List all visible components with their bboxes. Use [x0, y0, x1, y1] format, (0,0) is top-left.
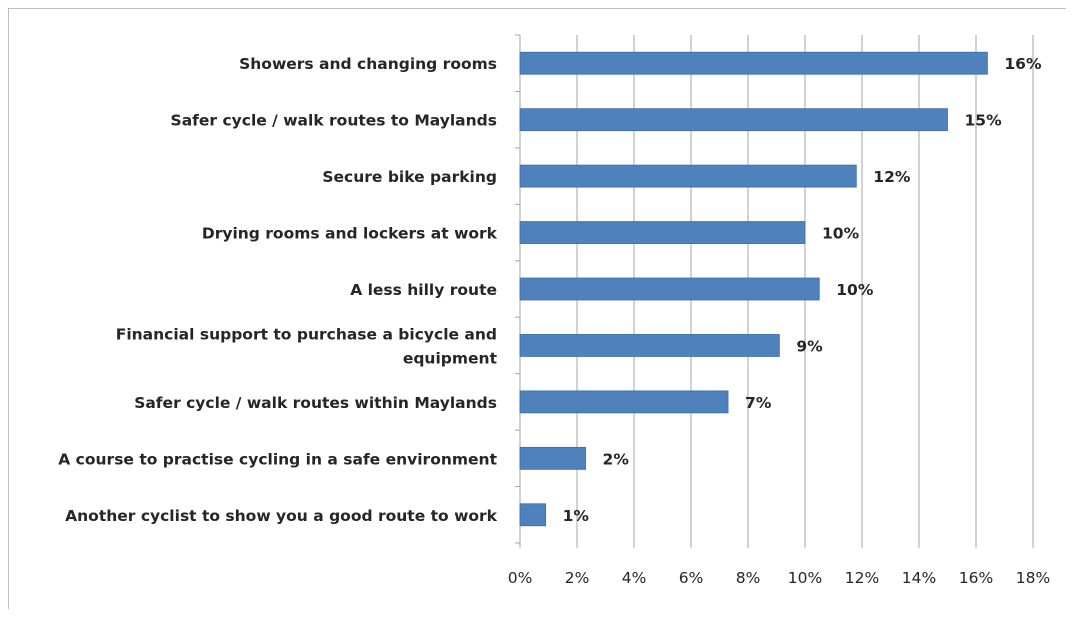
x-tick-label: 10%: [788, 569, 822, 587]
labels-layer: 0% 2% 4% 6% 8% 10% 12% 14% 16% 18% 16% Showers and …: [58, 55, 1050, 587]
x-tick-label: 18%: [1016, 569, 1050, 587]
data-label: 15%: [965, 112, 1003, 130]
category-label-line: Drying rooms and lockers at work: [202, 225, 498, 243]
bar: [519, 108, 948, 132]
x-tick-label: 2%: [565, 569, 590, 587]
category-label: A course to practise cycling in a safe e…: [58, 450, 497, 468]
category-label: Drying rooms and lockers at work: [202, 225, 498, 243]
x-tick-label: 12%: [845, 569, 879, 587]
data-label: 10%: [822, 225, 860, 243]
data-label: 9%: [796, 337, 823, 355]
data-label: 7%: [745, 394, 772, 412]
category-label-line: equipment: [403, 349, 498, 367]
data-label: 10%: [836, 281, 874, 299]
bar: [519, 446, 586, 470]
data-label: 1%: [563, 507, 590, 525]
category-label-line: Another cyclist to show you a good route…: [65, 507, 498, 525]
category-label-line: A course to practise cycling in a safe e…: [58, 450, 497, 468]
category-label: Secure bike parking: [322, 168, 497, 186]
x-tick-label: 14%: [902, 569, 936, 587]
bar: [519, 277, 820, 301]
x-tick-label: 6%: [679, 569, 704, 587]
bars-layer: [519, 51, 988, 527]
category-label-line: Financial support to purchase a bicycle …: [116, 325, 497, 343]
data-label: 2%: [603, 450, 630, 468]
x-tick-label: 16%: [959, 569, 993, 587]
category-label: Safer cycle / walk routes within Mayland…: [134, 394, 497, 412]
bar: [519, 164, 857, 188]
category-label: Another cyclist to show you a good route…: [65, 507, 498, 525]
bar: [519, 51, 988, 75]
bar: [519, 503, 547, 527]
bar: [519, 221, 806, 244]
category-label-line: Safer cycle / walk routes to Maylands: [171, 112, 497, 130]
x-tick-label: 0%: [508, 569, 533, 587]
x-tick-label: 8%: [736, 569, 761, 587]
category-label: Safer cycle / walk routes to Maylands: [171, 112, 497, 130]
category-label: A less hilly route: [350, 281, 497, 299]
category-label: Financial support to purchase a bicycle …: [116, 325, 498, 367]
chart-frame: [8, 8, 1066, 609]
x-tick-label: 4%: [622, 569, 647, 587]
data-label: 16%: [1004, 55, 1042, 73]
bar: [519, 334, 780, 357]
category-label: Showers and changing rooms: [239, 55, 497, 73]
category-label-line: Safer cycle / walk routes within Mayland…: [134, 394, 497, 412]
category-label-line: Secure bike parking: [322, 168, 497, 186]
category-label-line: A less hilly route: [350, 281, 497, 299]
data-label: 12%: [873, 168, 911, 186]
bar: [519, 390, 729, 414]
category-label-line: Showers and changing rooms: [239, 55, 497, 73]
